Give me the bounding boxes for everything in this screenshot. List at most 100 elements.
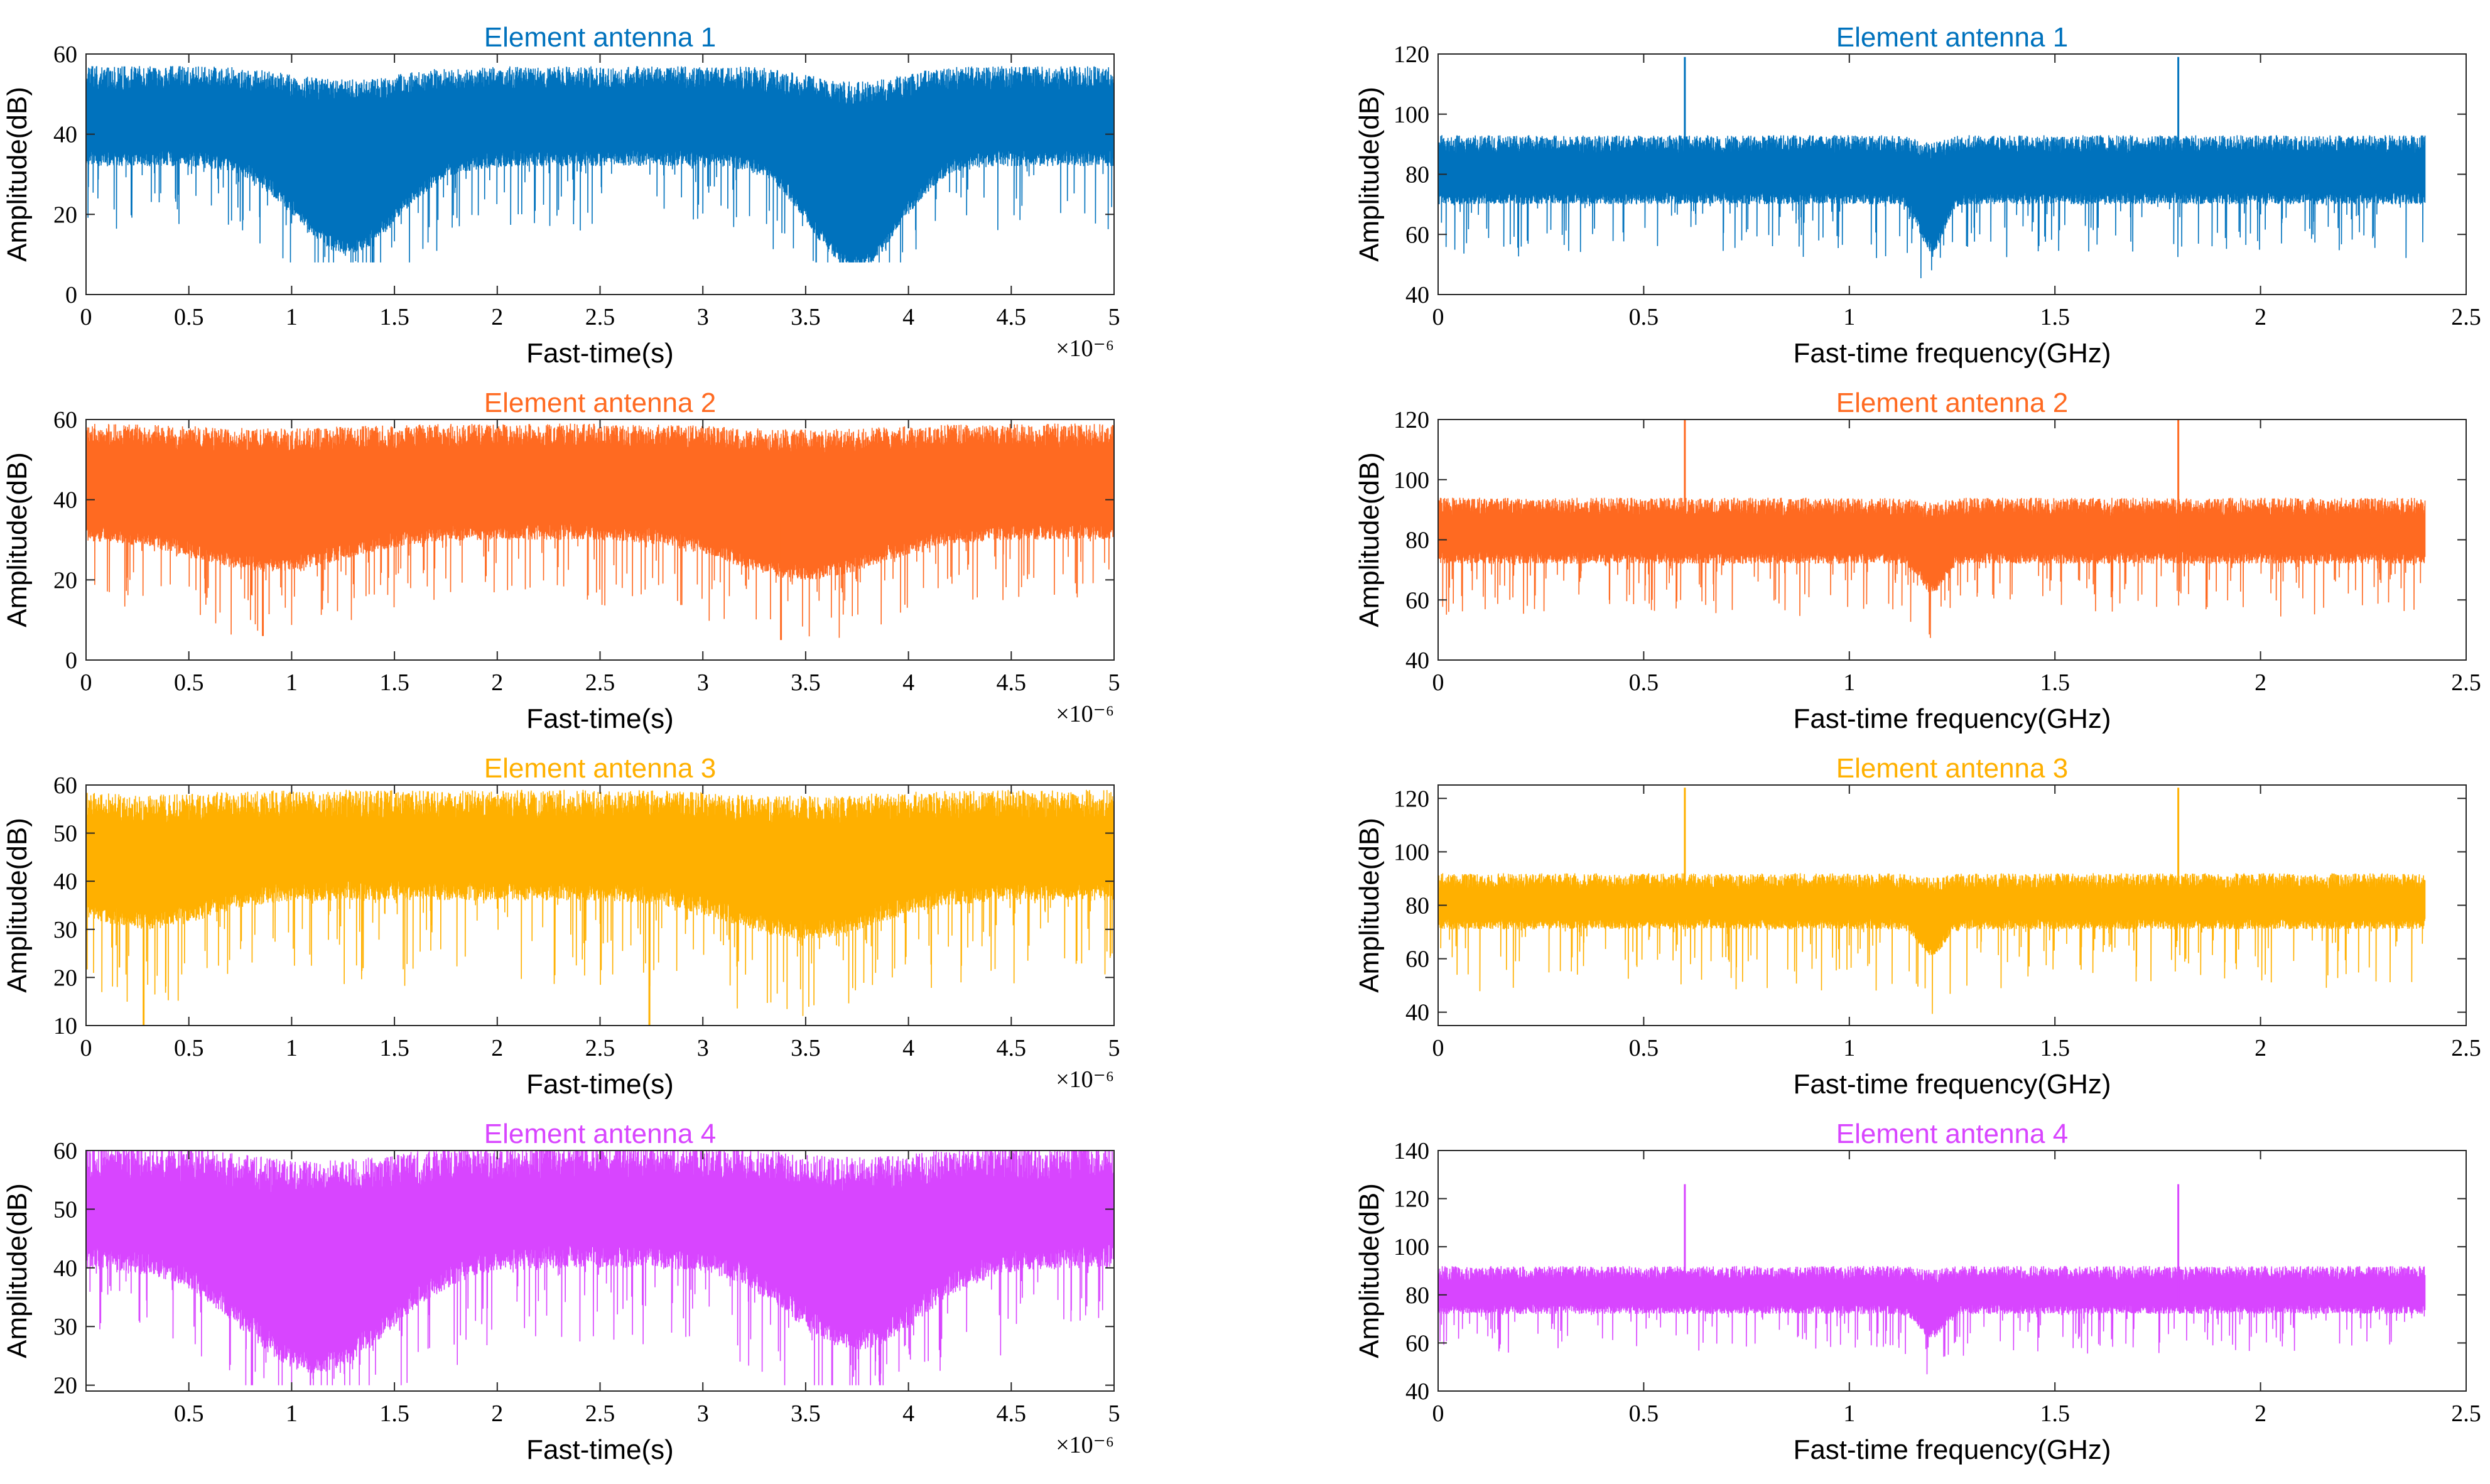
y-tick-label: 60 xyxy=(53,41,77,68)
x-tick-label: 0 xyxy=(1432,1035,1444,1061)
chart-panel-2: 0 0.5 1 1.5 2 2.5 40 60 80 100 120 Element antenna … xyxy=(1354,22,2481,369)
x-tick-label: 1.5 xyxy=(379,669,409,696)
y-tick-label: 40 xyxy=(53,122,77,148)
y-tick-label: 0 xyxy=(65,282,77,308)
x-tick-label: 0.5 xyxy=(174,669,204,696)
x-tick-label: 2 xyxy=(491,669,503,696)
x-tick-label: 2 xyxy=(2255,669,2266,696)
x-tick-label: 4 xyxy=(902,669,914,696)
x-axis-label: Fast-time(s) xyxy=(526,1434,674,1465)
y-tick-label: 40 xyxy=(53,487,77,514)
x-tick-label: 2.5 xyxy=(2451,1400,2481,1427)
x-tick-label: 2 xyxy=(491,1035,503,1061)
x-tick-label: 5 xyxy=(1108,304,1120,330)
chart-title: Element antenna 1 xyxy=(1836,22,2068,53)
x-tick-label: 1.5 xyxy=(379,1035,409,1061)
x-tick-label: 3 xyxy=(697,304,709,330)
x-tick-label: 0.5 xyxy=(174,304,204,330)
x-tick-label: 2 xyxy=(2255,1035,2266,1061)
y-tick-label: 20 xyxy=(53,1373,77,1399)
x-tick-label: 5 xyxy=(1108,1400,1120,1427)
x-tick-label: 1.5 xyxy=(2040,1035,2070,1061)
y-tick-label: 120 xyxy=(1394,1186,1429,1213)
y-tick-label: 50 xyxy=(53,1196,77,1223)
x-tick-label: 3 xyxy=(697,1400,709,1427)
x-tick-label: 1 xyxy=(286,1400,298,1427)
y-tick-label: 60 xyxy=(53,407,77,433)
y-axis-label: Amplitude(dB) xyxy=(1354,452,1385,627)
y-tick-label: 40 xyxy=(53,869,77,895)
y-tick-label: 20 xyxy=(53,202,77,228)
y-axis-label: Amplitude(dB) xyxy=(2,452,33,627)
y-tick-label: 80 xyxy=(1405,1282,1429,1309)
signal-trace xyxy=(86,423,1114,638)
x-tick-label: 3.5 xyxy=(791,304,821,330)
x-tick-label: 3.5 xyxy=(791,1400,821,1427)
x-tick-label: 4.5 xyxy=(997,669,1027,696)
y-tick-label: 60 xyxy=(1405,222,1429,248)
y-tick-label: 20 xyxy=(53,567,77,593)
x-axis-label: Fast-time(s) xyxy=(526,703,674,734)
x-tick-label: 0.5 xyxy=(1629,1035,1659,1061)
x-tick-label: 2.5 xyxy=(585,304,615,330)
x-tick-label: 2.5 xyxy=(585,1400,615,1427)
x-tick-label: 2 xyxy=(491,304,503,330)
signal-trace xyxy=(86,66,1114,263)
y-tick-label: 10 xyxy=(53,1013,77,1039)
chart-title: Element antenna 2 xyxy=(484,387,716,418)
x-tick-label: 1.5 xyxy=(2040,304,2070,330)
y-axis-label: Amplitude(dB) xyxy=(2,1183,33,1358)
chart-panel-6: 0 0.5 1 1.5 2 2.5 40 60 80 100 120 Element antenna … xyxy=(1354,753,2481,1100)
x-tick-label: 1 xyxy=(286,304,298,330)
y-tick-label: 60 xyxy=(1405,587,1429,614)
signal-trace xyxy=(1438,873,2426,1014)
y-axis-label: Amplitude(dB) xyxy=(1354,818,1385,993)
axes-box xyxy=(1437,1150,2467,1392)
x-tick-label: 4 xyxy=(902,304,914,330)
x-tick-label: 1 xyxy=(1843,1400,1855,1427)
y-axis-label: Amplitude(dB) xyxy=(2,87,33,262)
signal-trace xyxy=(86,1151,1114,1385)
x-axis-label: Fast-time frequency(GHz) xyxy=(1793,1069,2111,1100)
y-tick-label: 30 xyxy=(53,917,77,943)
y-tick-label: 80 xyxy=(1405,528,1429,554)
x-axis-label: Fast-time frequency(GHz) xyxy=(1793,338,2111,369)
x-axis-label: Fast-time(s) xyxy=(526,338,674,369)
chart-panel-8: 0 0.5 1 1.5 2 2.5 40 60 80 100 120 140 Element anten… xyxy=(1354,1118,2481,1465)
chart-panel-1: 0 0.5 1 1.5 2 2.5 3 3.5 4 4.5 5 0 20 40 60 Element ante… xyxy=(2,22,1120,369)
x-tick-label: 0 xyxy=(80,1035,92,1061)
y-tick-label: 50 xyxy=(53,821,77,847)
y-tick-label: 40 xyxy=(1405,1378,1429,1405)
x-tick-label: 4 xyxy=(902,1035,914,1061)
y-tick-label: 120 xyxy=(1394,786,1429,812)
y-tick-label: 120 xyxy=(1394,41,1429,68)
x-tick-label: 2.5 xyxy=(2451,304,2481,330)
x-axis-label: Fast-time frequency(GHz) xyxy=(1793,703,2111,734)
x-tick-label: 1.5 xyxy=(379,1400,409,1427)
y-tick-label: 100 xyxy=(1394,102,1429,128)
x-tick-label: 0.5 xyxy=(1629,669,1659,696)
y-tick-label: 80 xyxy=(1405,162,1429,188)
y-tick-label: 80 xyxy=(1405,893,1429,919)
x-tick-label: 1 xyxy=(286,1035,298,1061)
x-tick-label: 3.5 xyxy=(791,669,821,696)
signal-trace xyxy=(1438,135,2426,279)
chart-panel-5: 0 0.5 1 1.5 2 2.5 3 3.5 4 4.5 5 10 20 30 40 50 60 Element… xyxy=(2,753,1120,1100)
y-tick-label: 40 xyxy=(1405,282,1429,308)
x-tick-label: 0.5 xyxy=(174,1400,204,1427)
x-tick-label: 2 xyxy=(2255,304,2266,330)
x-axis-exponent: ×10⁻⁶ xyxy=(1056,1066,1114,1093)
x-tick-label: 2.5 xyxy=(585,669,615,696)
x-axis-exponent: ×10⁻⁶ xyxy=(1056,335,1114,362)
x-tick-label: 0 xyxy=(80,669,92,696)
x-tick-label: 4.5 xyxy=(997,1400,1027,1427)
y-tick-label: 60 xyxy=(1405,946,1429,973)
x-tick-label: 1 xyxy=(286,669,298,696)
y-tick-label: 100 xyxy=(1394,1234,1429,1260)
y-tick-label: 100 xyxy=(1394,839,1429,865)
y-tick-label: 140 xyxy=(1394,1138,1429,1164)
x-tick-label: 1 xyxy=(1843,304,1855,330)
x-axis-exponent: ×10⁻⁶ xyxy=(1056,1432,1114,1458)
y-axis-label: Amplitude(dB) xyxy=(2,818,33,993)
